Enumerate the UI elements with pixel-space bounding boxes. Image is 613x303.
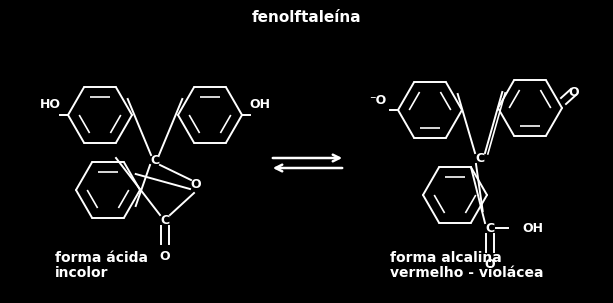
Text: O: O bbox=[160, 249, 170, 262]
Text: fenolftaleína: fenolftaleína bbox=[252, 11, 362, 25]
Text: O: O bbox=[485, 258, 495, 271]
Text: O: O bbox=[191, 178, 201, 191]
Text: HO: HO bbox=[39, 98, 61, 112]
Text: ⁻O: ⁻O bbox=[370, 94, 387, 106]
Text: forma ácida: forma ácida bbox=[55, 251, 148, 265]
Text: C: C bbox=[485, 221, 495, 235]
Text: O: O bbox=[569, 85, 579, 98]
Text: C: C bbox=[161, 214, 170, 227]
Text: C: C bbox=[150, 154, 159, 167]
Text: OH: OH bbox=[249, 98, 270, 112]
Text: forma alcalina: forma alcalina bbox=[390, 251, 502, 265]
Text: C: C bbox=[476, 152, 484, 165]
Text: incolor: incolor bbox=[55, 266, 109, 280]
Text: OH: OH bbox=[522, 221, 543, 235]
Text: vermelho - violácea: vermelho - violácea bbox=[390, 266, 544, 280]
